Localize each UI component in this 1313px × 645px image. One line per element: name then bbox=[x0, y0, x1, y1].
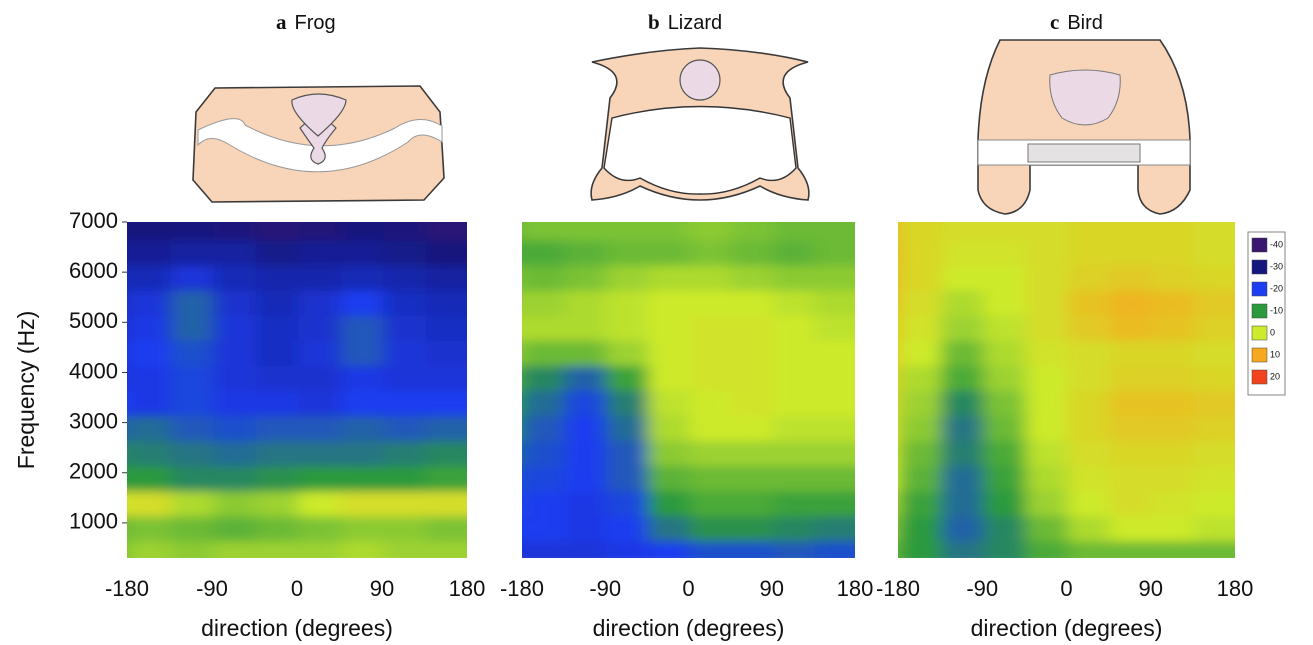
panel-title: a Frog bbox=[276, 10, 336, 34]
x-axis-label: direction (degrees) bbox=[593, 615, 785, 641]
colorbar-swatch bbox=[1252, 370, 1267, 384]
panel-name: Lizard bbox=[668, 12, 722, 34]
y-tick-label: 3000 bbox=[69, 408, 118, 433]
y-tick-label: 7000 bbox=[69, 208, 118, 233]
x-tick-label: 90 bbox=[1139, 576, 1163, 601]
bird-illustration bbox=[978, 40, 1190, 214]
panel-letter: b bbox=[648, 10, 660, 34]
colorbar-swatch bbox=[1252, 260, 1267, 274]
panel-name: Bird bbox=[1067, 12, 1103, 34]
x-tick-label: 90 bbox=[760, 576, 784, 601]
heatmap bbox=[857, 203, 1276, 566]
y-tick-label: 4000 bbox=[69, 358, 118, 383]
x-tick-label: 180 bbox=[449, 576, 486, 601]
x-tick-label: 180 bbox=[837, 576, 874, 601]
colorbar-label: -20 bbox=[1270, 283, 1283, 293]
heatmap-cells bbox=[481, 203, 896, 566]
x-tick-label: -180 bbox=[500, 576, 544, 601]
colorbar-label: 20 bbox=[1270, 371, 1280, 381]
x-tick-label: 0 bbox=[682, 576, 694, 601]
x-tick-label: 180 bbox=[1217, 576, 1254, 601]
colorbar-label: -10 bbox=[1270, 305, 1283, 315]
y-axis-label: Frequency (Hz) bbox=[13, 311, 39, 469]
panel-letter: a bbox=[276, 10, 287, 34]
colorbar-label: -40 bbox=[1270, 239, 1283, 249]
x-tick-label: -180 bbox=[876, 576, 920, 601]
y-tick-label: 5000 bbox=[69, 308, 118, 333]
y-tick-label: 2000 bbox=[69, 459, 118, 484]
x-axis-label: direction (degrees) bbox=[201, 615, 393, 641]
frog-illustration bbox=[193, 86, 444, 202]
y-tick-label: 1000 bbox=[69, 509, 118, 534]
y-tick-label: 6000 bbox=[69, 258, 118, 283]
x-tick-label: 0 bbox=[291, 576, 303, 601]
heatmap-cells bbox=[86, 203, 509, 566]
colorbar-swatch bbox=[1252, 348, 1267, 362]
figure: -180-90090180100020003000400050006000700… bbox=[0, 0, 1313, 645]
colorbar-swatch bbox=[1252, 238, 1267, 252]
panel-name: Frog bbox=[295, 12, 336, 34]
x-tick-label: -90 bbox=[589, 576, 621, 601]
colorbar-label: -30 bbox=[1270, 261, 1283, 271]
heatmap-cell bbox=[426, 203, 509, 240]
x-tick-label: 0 bbox=[1060, 576, 1072, 601]
colorbar-label: 10 bbox=[1270, 349, 1280, 359]
heatmap bbox=[481, 203, 896, 566]
x-tick-label: 90 bbox=[370, 576, 394, 601]
heatmap-cells bbox=[857, 203, 1276, 566]
panel-title: c Bird bbox=[1050, 10, 1103, 34]
x-axis-label: direction (degrees) bbox=[971, 615, 1163, 641]
x-tick-label: -90 bbox=[196, 576, 228, 601]
heatmap-cell bbox=[814, 203, 896, 240]
panel-letter: c bbox=[1050, 10, 1059, 34]
colorbar-swatch bbox=[1252, 282, 1267, 296]
colorbar-swatch bbox=[1252, 326, 1267, 340]
x-tick-label: -90 bbox=[966, 576, 998, 601]
lizard-illustration bbox=[591, 48, 809, 200]
x-tick-label: -180 bbox=[105, 576, 149, 601]
colorbar-swatch bbox=[1252, 304, 1267, 318]
colorbar-label: 0 bbox=[1270, 327, 1275, 337]
panel-title: b Lizard bbox=[648, 10, 722, 34]
heatmap bbox=[86, 203, 509, 566]
